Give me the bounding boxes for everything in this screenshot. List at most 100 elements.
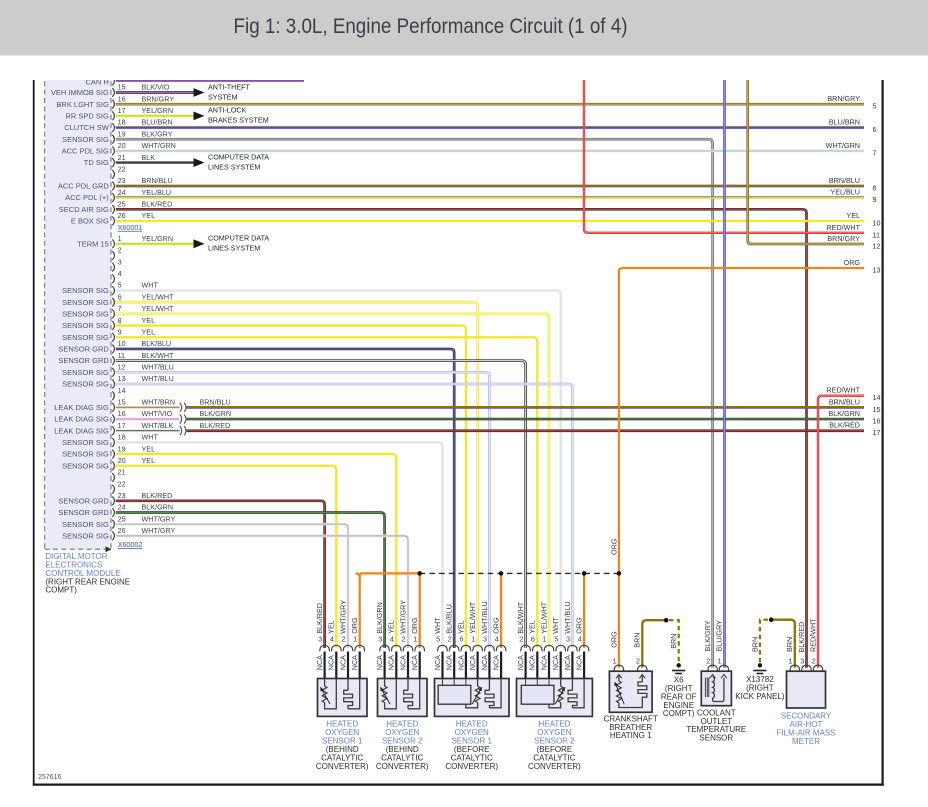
svg-text:NCA: NCA	[480, 655, 489, 670]
svg-text:1: 1	[718, 657, 722, 666]
svg-text:OXYGEN: OXYGEN	[455, 728, 489, 737]
svg-text:COMPUTER DATA: COMPUTER DATA	[208, 152, 269, 161]
svg-text:NCA: NCA	[492, 655, 501, 670]
svg-text:AIR-HOT: AIR-HOT	[790, 720, 823, 729]
svg-text:LINES SYSTEM: LINES SYSTEM	[208, 162, 260, 171]
svg-text:NCA: NCA	[456, 655, 465, 670]
svg-text:YEL/GRN: YEL/GRN	[142, 106, 174, 115]
svg-text:BRN/BLU: BRN/BLU	[142, 176, 173, 185]
svg-text:NCA: NCA	[445, 655, 454, 670]
svg-text:VEH IMMOB SIG: VEH IMMOB SIG	[51, 88, 109, 97]
svg-text:6: 6	[118, 292, 122, 301]
svg-text:26: 26	[118, 211, 126, 220]
svg-text:NCA: NCA	[575, 655, 584, 670]
svg-text:4: 4	[578, 635, 582, 644]
svg-text:25: 25	[118, 514, 126, 523]
svg-text:OUTLET: OUTLET	[701, 717, 733, 726]
svg-text:ACC PDL (+): ACC PDL (+)	[65, 193, 109, 202]
svg-text:SENSOR SIG: SENSOR SIG	[62, 520, 109, 529]
svg-text:(BEHIND: (BEHIND	[386, 745, 419, 754]
svg-text:REAR OF: REAR OF	[661, 692, 697, 701]
svg-text:24: 24	[118, 503, 126, 512]
svg-text:1: 1	[471, 635, 475, 644]
svg-text:2: 2	[342, 635, 346, 644]
svg-text:SENSOR SIG: SENSOR SIG	[62, 321, 109, 330]
svg-text:2: 2	[636, 657, 640, 666]
svg-text:3: 3	[800, 657, 804, 666]
svg-text:YEL/WHT: YEL/WHT	[539, 601, 548, 634]
svg-text:21: 21	[118, 468, 126, 477]
svg-text:20: 20	[118, 141, 126, 150]
svg-text:TEMPERATURE: TEMPERATURE	[686, 725, 746, 734]
svg-text:SENSOR SIG: SENSOR SIG	[62, 309, 109, 318]
svg-text:CONVERTER): CONVERTER)	[316, 762, 369, 771]
svg-text:FILM-AIR MASS: FILM-AIR MASS	[776, 728, 835, 737]
svg-text:NCA: NCA	[528, 655, 537, 670]
svg-text:HEATING 1: HEATING 1	[610, 731, 652, 740]
svg-text:WHT: WHT	[551, 617, 560, 634]
svg-text:4: 4	[330, 635, 334, 644]
svg-text:SENSOR SIG: SENSOR SIG	[62, 450, 109, 459]
svg-text:CONTROL MODULE: CONTROL MODULE	[45, 569, 120, 578]
svg-text:BREATHER: BREATHER	[609, 723, 652, 732]
svg-text:YEL/WHT: YEL/WHT	[142, 292, 175, 301]
svg-text:22: 22	[118, 164, 126, 173]
svg-text:8: 8	[118, 316, 122, 325]
svg-text:KICK PANEL): KICK PANEL)	[735, 692, 785, 701]
svg-text:13: 13	[118, 374, 126, 383]
svg-text:NCA: NCA	[433, 655, 442, 670]
svg-text:7: 7	[118, 304, 122, 313]
svg-text:BLK/GRN: BLK/GRN	[142, 503, 174, 512]
svg-text:YEL/BLU: YEL/BLU	[830, 188, 860, 197]
svg-text:CATALYTIC: CATALYTIC	[381, 753, 423, 762]
svg-text:LEAK DIAG SIG: LEAK DIAG SIG	[54, 403, 109, 412]
svg-text:18: 18	[118, 118, 126, 127]
svg-text:NCA: NCA	[539, 655, 548, 670]
svg-text:BLK/BLU: BLK/BLU	[445, 604, 454, 634]
svg-text:CAN H: CAN H	[85, 77, 108, 86]
svg-text:13: 13	[873, 266, 881, 275]
svg-text:6: 6	[531, 635, 535, 644]
svg-text:BLK/GRN: BLK/GRN	[828, 409, 860, 418]
svg-text:HEATED: HEATED	[538, 720, 570, 729]
svg-text:ORG: ORG	[575, 617, 584, 634]
svg-text:NCA: NCA	[375, 655, 384, 670]
svg-text:BRN: BRN	[785, 637, 794, 652]
svg-text:(RIGHT: (RIGHT	[665, 684, 693, 693]
svg-text:NCA: NCA	[516, 655, 525, 670]
svg-text:BLU/GRY: BLU/GRY	[714, 620, 723, 652]
svg-text:15: 15	[873, 405, 881, 414]
svg-text:11: 11	[873, 230, 880, 239]
svg-text:16: 16	[118, 409, 126, 418]
svg-text:NCA: NCA	[563, 655, 572, 670]
svg-text:2: 2	[402, 635, 406, 644]
svg-text:257616: 257616	[38, 774, 61, 781]
svg-text:SENSOR SIG: SENSOR SIG	[62, 461, 109, 470]
svg-text:9: 9	[873, 195, 877, 204]
svg-text:BLK/RED: BLK/RED	[797, 622, 806, 653]
svg-text:COMPT): COMPT)	[45, 586, 77, 595]
svg-text:23: 23	[118, 491, 126, 500]
svg-text:(BEFORE: (BEFORE	[454, 745, 490, 754]
svg-text:COMPT): COMPT)	[663, 709, 695, 718]
svg-text:CATALYTIC: CATALYTIC	[533, 753, 575, 762]
svg-text:1: 1	[613, 657, 617, 666]
svg-text:YEL: YEL	[142, 456, 156, 465]
svg-text:WHT/GRY: WHT/GRY	[142, 514, 176, 523]
svg-text:3: 3	[318, 635, 322, 644]
svg-text:BLK/RED: BLK/RED	[200, 421, 231, 430]
svg-text:NCA: NCA	[398, 655, 407, 670]
svg-text:ORG: ORG	[350, 617, 359, 634]
svg-text:WHT/GRN: WHT/GRN	[826, 141, 860, 150]
svg-text:2: 2	[706, 657, 710, 666]
svg-text:26: 26	[118, 526, 126, 535]
svg-text:SENSOR GRD: SENSOR GRD	[58, 496, 109, 505]
svg-text:15: 15	[118, 398, 126, 407]
svg-text:10: 10	[873, 218, 881, 227]
svg-text:WHT/VIO: WHT/VIO	[142, 409, 173, 418]
svg-text:SYSTEM: SYSTEM	[208, 92, 238, 101]
svg-text:LINES SYSTEM: LINES SYSTEM	[208, 244, 260, 253]
svg-text:BRN/BLU: BRN/BLU	[829, 176, 860, 185]
svg-text:17: 17	[873, 428, 881, 437]
svg-text:YEL/WHT: YEL/WHT	[142, 304, 175, 313]
